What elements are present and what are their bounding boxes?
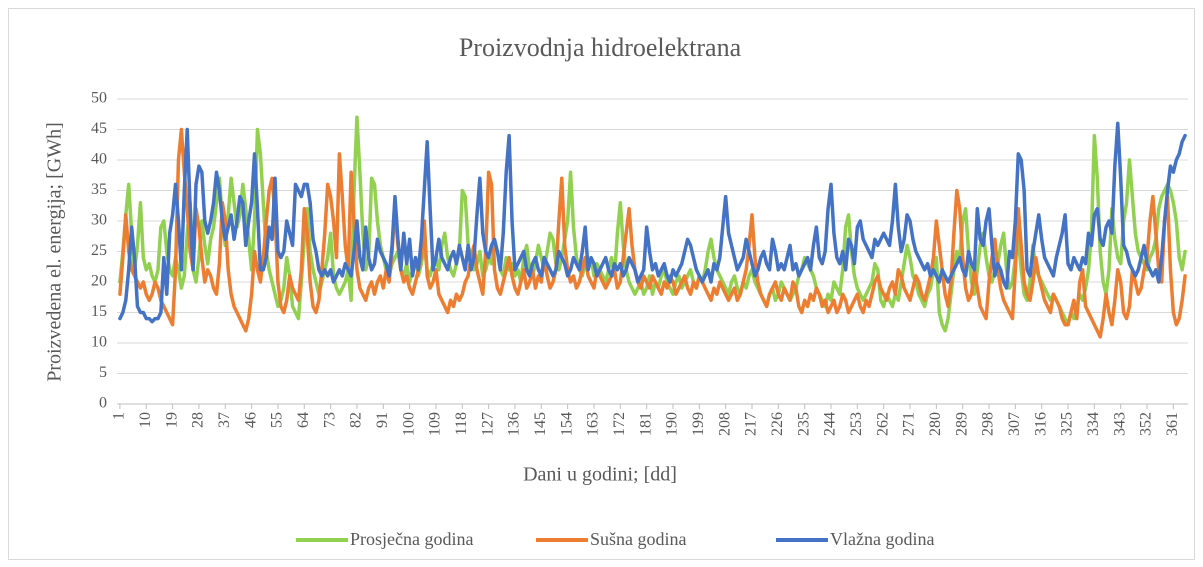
x-tick-label: 172: [611, 412, 628, 436]
y-tick-label: 40: [91, 151, 107, 168]
x-tick-label: 109: [427, 412, 444, 436]
y-tick-label: 35: [91, 181, 107, 198]
x-tick-label: 343: [1111, 412, 1128, 436]
y-tick-label: 30: [91, 212, 107, 229]
x-tick-label: 280: [927, 412, 944, 436]
x-tick-label: 190: [664, 412, 681, 436]
chart-title: Proizvodnja hidroelektrana: [459, 33, 742, 62]
legend-label: Vlažna godina: [830, 529, 934, 549]
y-tick-label: 5: [99, 364, 107, 381]
x-tick-label: 352: [1138, 412, 1155, 436]
x-tick-label: 64: [295, 412, 312, 428]
x-tick-label: 262: [874, 412, 891, 436]
x-tick-label: 154: [558, 412, 575, 436]
x-tick-label: 100: [400, 412, 417, 436]
legend-label: Sušna godina: [590, 529, 687, 549]
x-tick-label: 145: [532, 412, 549, 436]
plot: [118, 115, 1187, 339]
x-tick-label: 127: [479, 412, 496, 436]
y-tick-label: 0: [99, 395, 107, 412]
x-tick-label: 325: [1059, 412, 1076, 436]
x-tick-label: 334: [1085, 412, 1102, 436]
legend: Prosječna godina Sušna godina Vlažna godin…: [296, 529, 934, 549]
x-tick-label: 55: [269, 412, 286, 428]
x-tick-label: 316: [1032, 412, 1049, 436]
x-tick-label: 10: [137, 412, 154, 428]
series-line: [118, 127, 1187, 339]
x-tick-label: 46: [242, 412, 259, 428]
y-tick-label: 45: [91, 120, 107, 137]
x-tick-label: 1: [111, 412, 128, 420]
y-tick-label: 25: [91, 242, 107, 259]
x-tick-label: 37: [216, 412, 233, 428]
x-tick-label: 307: [1006, 412, 1023, 436]
ticks: 0 5 10 15 20 25 30 35 40 45 50 1 10 19 28 37 46 55 64 73 82 9…: [91, 90, 1181, 436]
chart-border: [8, 8, 1195, 560]
y-tick-label: 50: [91, 90, 107, 107]
x-tick-label: 298: [980, 412, 997, 436]
x-tick-label: 208: [716, 412, 733, 436]
x-tick-label: 181: [637, 412, 654, 436]
x-tick-label: 91: [374, 412, 391, 428]
legend-label: Prosječna godina: [350, 529, 473, 549]
y-tick-label: 15: [91, 303, 107, 320]
x-tick-label: 136: [506, 412, 523, 436]
x-tick-label: 28: [190, 412, 207, 428]
x-tick-label: 253: [848, 412, 865, 436]
y-tick-label: 10: [91, 334, 107, 351]
y-axis-label: Proizvedena el. energija; [GWh]: [44, 122, 66, 382]
x-tick-label: 19: [163, 412, 180, 428]
x-tick-label: 163: [585, 412, 602, 436]
x-tick-label: 226: [769, 412, 786, 436]
x-tick-label: 217: [743, 412, 760, 436]
x-tick-label: 118: [453, 412, 470, 435]
series-line: [118, 121, 1187, 324]
y-tick-label: 20: [91, 273, 107, 290]
x-tick-label: 361: [1164, 412, 1181, 436]
x-tick-label: 199: [690, 412, 707, 436]
x-tick-label: 289: [953, 412, 970, 436]
x-tick-label: 244: [822, 412, 839, 436]
x-tick-label: 73: [321, 412, 338, 428]
x-tick-label: 235: [795, 412, 812, 436]
x-tick-label: 271: [901, 412, 918, 436]
x-axis-label: Dani u godini; [dd]: [523, 464, 677, 486]
x-tick-label: 82: [348, 412, 365, 428]
